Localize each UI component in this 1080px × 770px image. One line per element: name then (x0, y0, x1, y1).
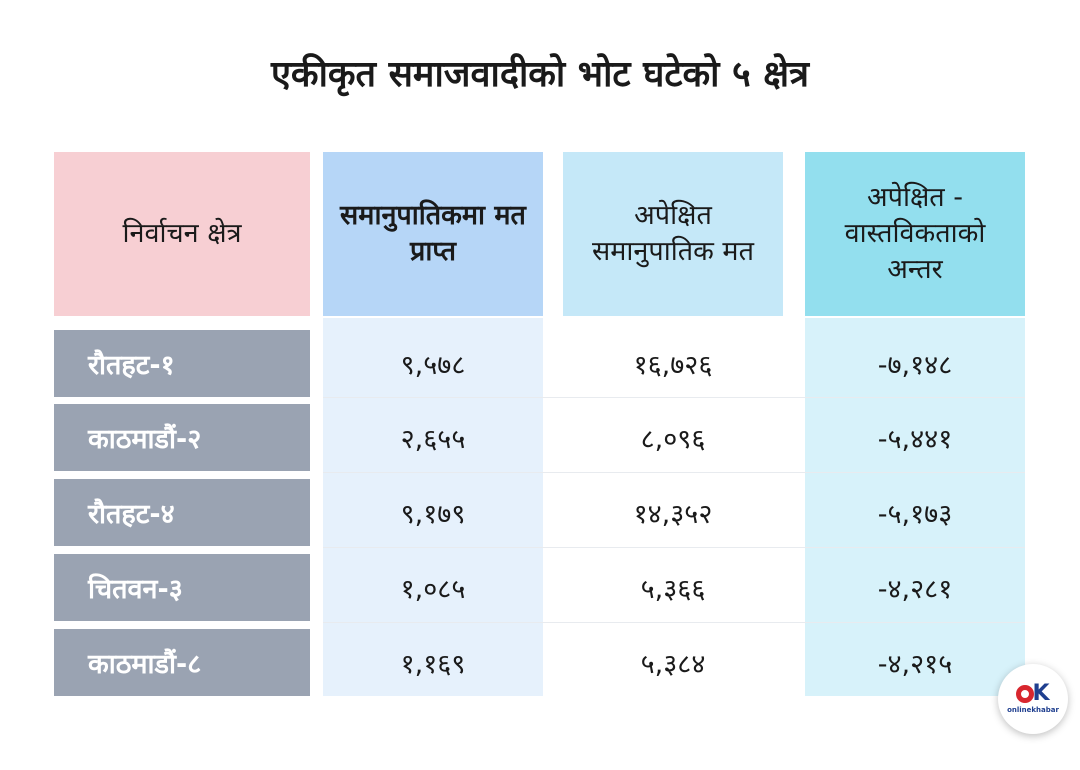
row-divider (323, 472, 1025, 473)
cell-expected: ५,३६६ (640, 574, 706, 605)
cell-expected: १४,३५२ (633, 499, 713, 530)
row-label-constituency: चितवन-३ (54, 554, 310, 621)
cell-expected: ८,०९६ (640, 424, 706, 455)
row-divider (323, 397, 1025, 398)
logo-mark-icon: K (1016, 681, 1050, 706)
header-expected-votes: अपेक्षित समानुपातिक मत (563, 152, 783, 316)
cell-received: १,१६९ (400, 649, 466, 680)
row-label-constituency: रौतहट-१ (54, 330, 310, 397)
cell-received: १,०८५ (400, 574, 466, 605)
cell-received: ९,१७९ (400, 499, 466, 530)
row-label-constituency: रौतहट-४ (54, 479, 310, 546)
column-bg-expected (543, 318, 805, 696)
page-title: एकीकृत समाजवादीको भोट घटेको ५ क्षेत्र (271, 54, 809, 95)
cell-expected: ५,३८४ (640, 649, 706, 680)
cell-difference: -५,१७३ (877, 499, 953, 530)
cell-expected: १६,७२६ (633, 350, 713, 381)
logo-k-letter: K (1032, 681, 1050, 706)
onlinekhabar-logo: K onlinekhabar (998, 664, 1068, 734)
header-received-votes: समानुपातिकमा मत प्राप्त (323, 152, 543, 316)
row-divider (323, 547, 1025, 548)
logo-o-ring (1016, 685, 1035, 703)
header-difference: अपेक्षित - वास्तविकताको अन्तर (805, 152, 1025, 316)
column-bg-received (323, 318, 543, 696)
header-constituency: निर्वाचन क्षेत्र (54, 152, 310, 316)
row-divider (323, 622, 1025, 623)
column-bg-difference (805, 318, 1025, 696)
logo-wordmark: onlinekhabar (1007, 706, 1059, 714)
cell-difference: -५,४४१ (877, 424, 953, 455)
row-label-constituency: काठमाडौं-८ (54, 629, 310, 696)
cell-difference: -७,१४८ (877, 350, 953, 381)
cell-received: २,६५५ (400, 424, 466, 455)
cell-difference: -४,२८१ (877, 574, 953, 605)
cell-received: ९,५७८ (400, 350, 466, 381)
cell-difference: -४,२१५ (877, 649, 953, 680)
row-label-constituency: काठमाडौं-२ (54, 404, 310, 471)
